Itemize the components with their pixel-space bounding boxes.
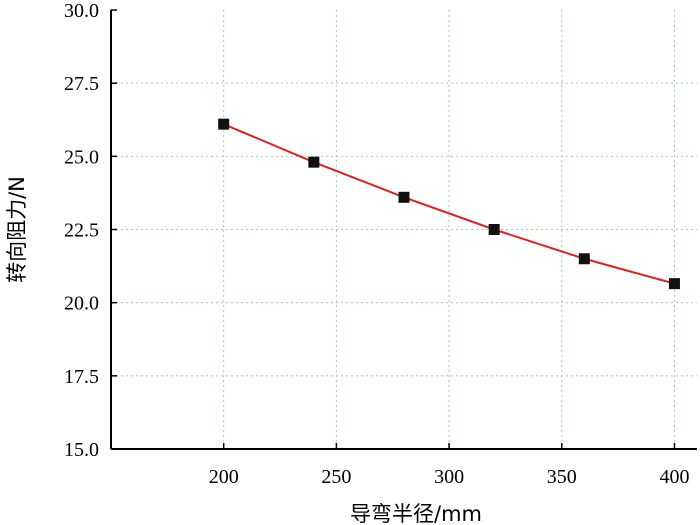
y-tick-label: 17.5 <box>64 366 99 388</box>
data-point <box>218 118 230 130</box>
x-axis-label: 导弯半径/mm <box>350 502 482 525</box>
data-point <box>578 253 590 265</box>
data-point <box>308 156 320 168</box>
x-tick-label: 350 <box>547 466 577 488</box>
grid-lines <box>111 10 697 449</box>
x-tick-label: 300 <box>434 466 464 488</box>
y-tick-label: 25.0 <box>64 146 99 168</box>
x-tick-label: 200 <box>209 466 239 488</box>
ticks: 15.0 17.5 20.0 22.5 25.0 27.5 30.0 200 250 300 350… <box>64 0 689 488</box>
data-point <box>668 278 680 290</box>
y-tick-label: 20.0 <box>64 293 99 315</box>
y-axis-label: 转向阻力/N <box>5 176 29 283</box>
x-tick-label: 250 <box>321 466 351 488</box>
y-tick-label: 15.0 <box>64 439 99 461</box>
data-point <box>488 224 500 235</box>
data-point <box>398 191 410 203</box>
y-tick-label: 22.5 <box>64 220 99 242</box>
series-line <box>223 123 675 285</box>
series-group <box>218 118 680 290</box>
axes <box>110 10 697 450</box>
x-tick-label: 400 <box>659 466 689 488</box>
y-tick-label: 27.5 <box>64 73 99 95</box>
y-tick-label: 30.0 <box>64 0 99 22</box>
